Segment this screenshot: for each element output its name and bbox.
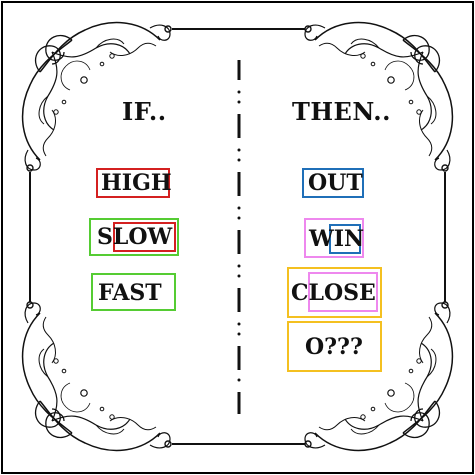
word-high: HIGH — [101, 170, 172, 196]
then-heading: THEN.. — [292, 97, 391, 126]
if-heading: IF.. — [122, 97, 167, 126]
win-outer-box — [304, 218, 364, 258]
out-box — [302, 168, 364, 198]
win-inner-box — [329, 224, 361, 254]
corner-ornament-bottom-left — [21, 302, 171, 452]
high-box — [96, 168, 170, 198]
fast-box — [91, 273, 176, 311]
slow-inner-box — [113, 222, 176, 252]
close-inner-box — [308, 272, 378, 312]
unknown-box — [287, 321, 382, 372]
word-win: WIN — [309, 226, 365, 252]
word-slow: SLOW — [97, 224, 173, 250]
slow-outer-box — [89, 218, 179, 256]
center-divider — [237, 60, 241, 414]
close-outer-box — [287, 267, 382, 318]
word-out: OUT — [308, 170, 363, 196]
word-close: CLOSE — [291, 280, 376, 306]
word-fast: FAST — [98, 280, 162, 306]
word-unknown: O??? — [305, 334, 363, 360]
